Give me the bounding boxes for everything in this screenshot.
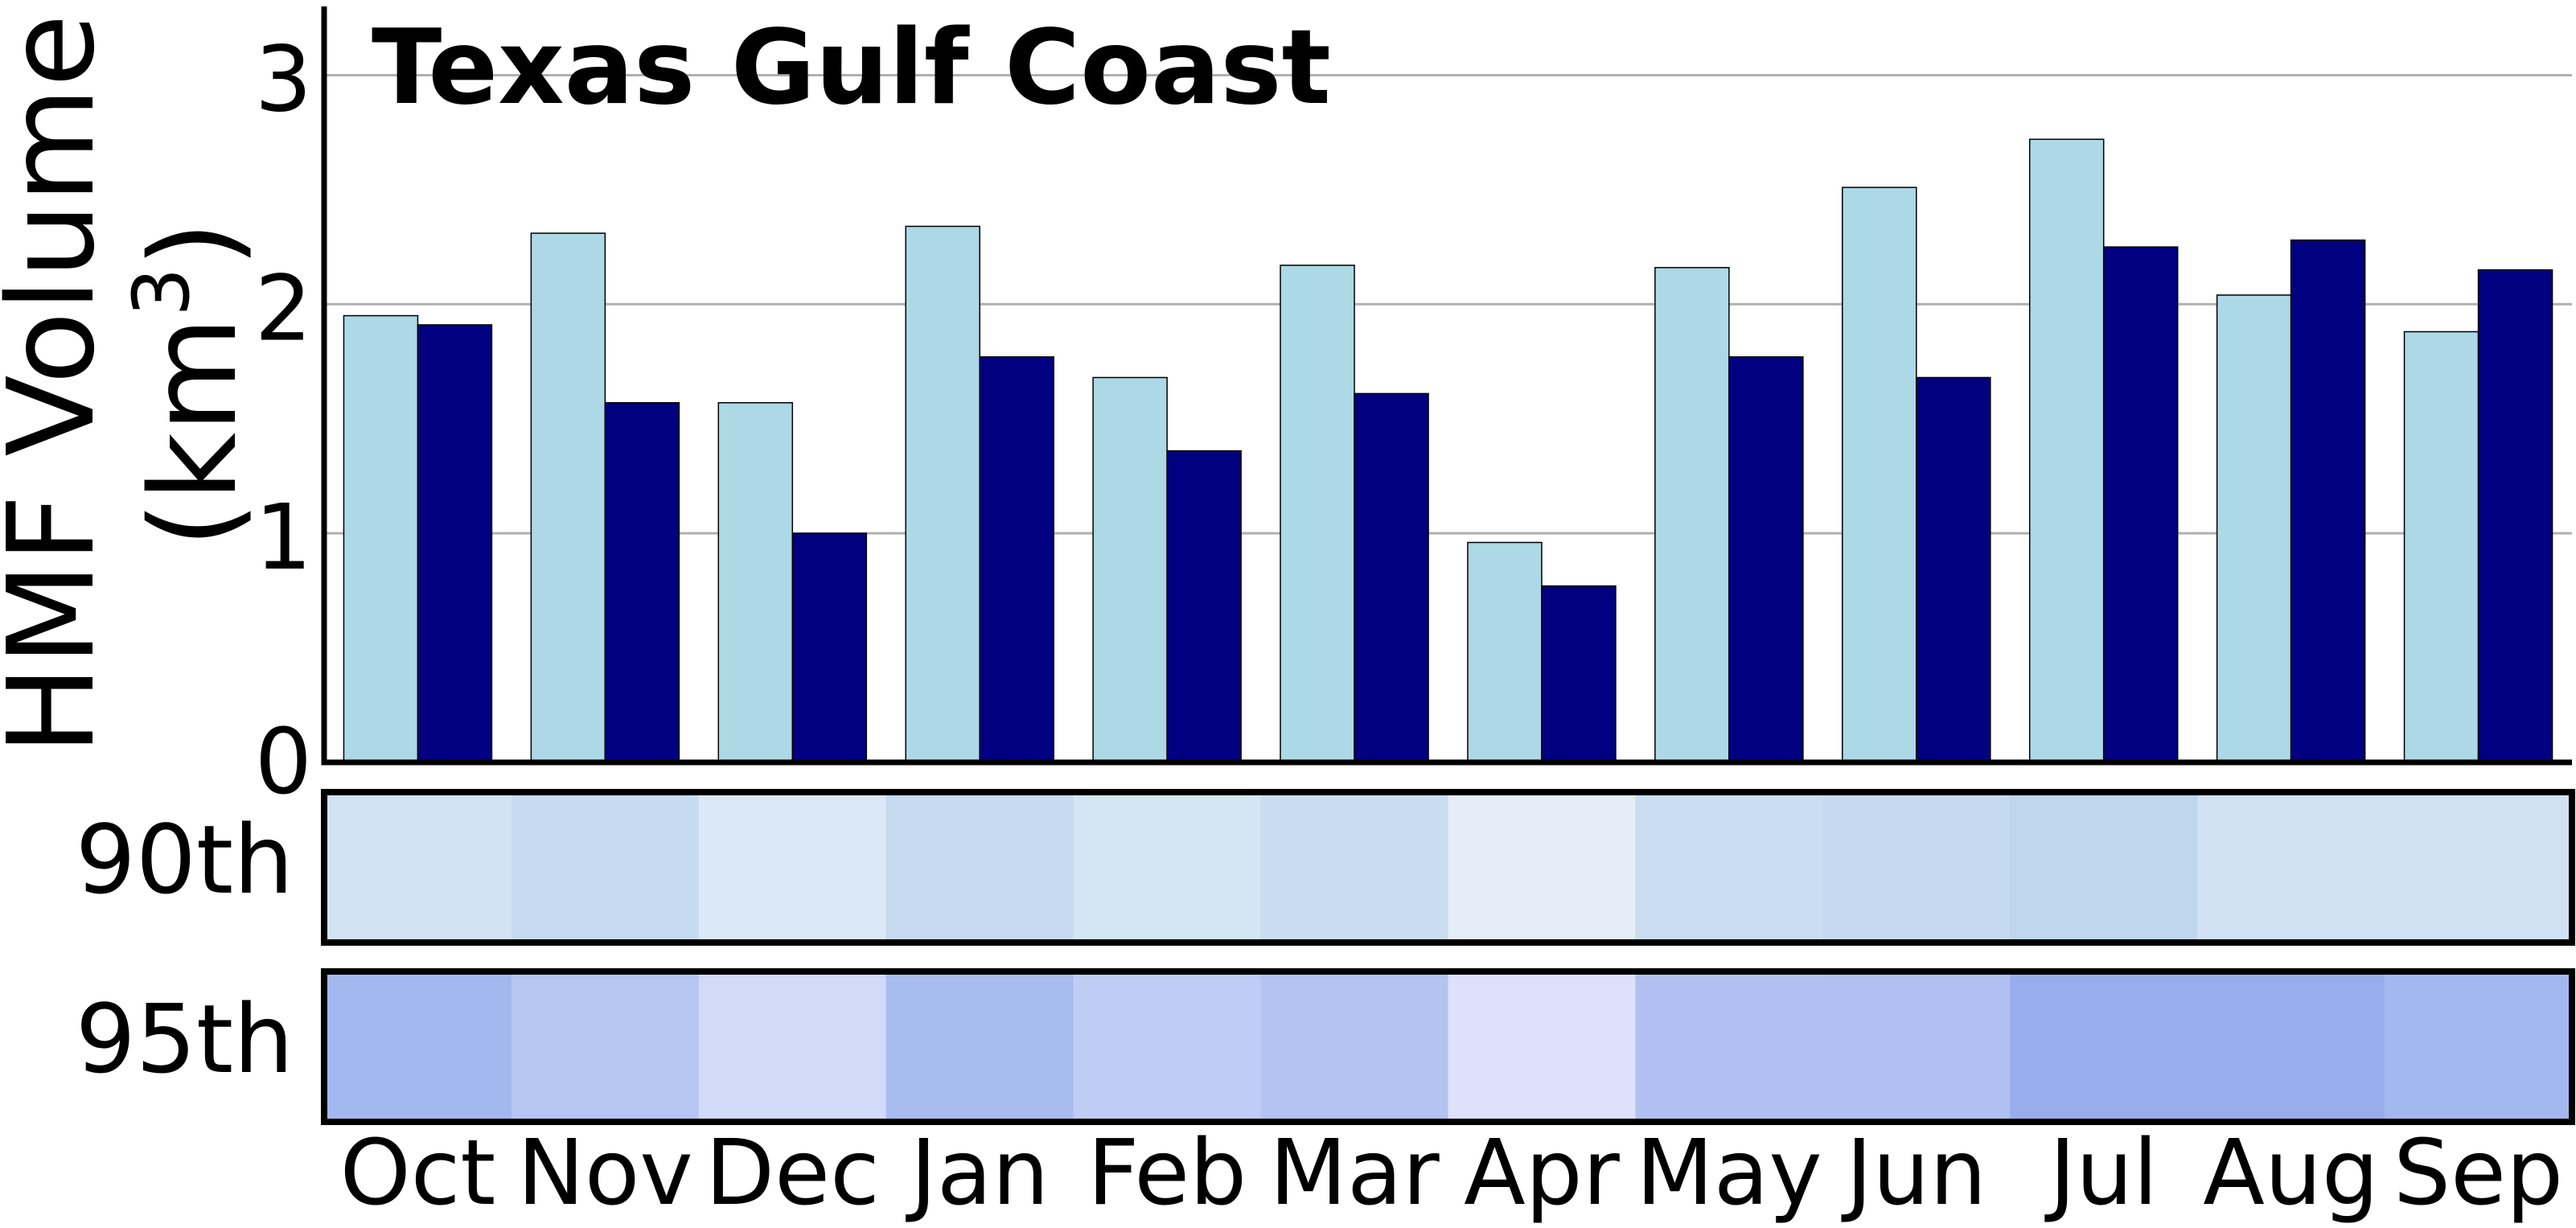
bar-mar-series-2 [1354,392,1429,763]
y-axis-label-unit: (km [125,317,263,548]
heatmap-cell-90th-feb [1073,792,1262,943]
x-ticks: Oct Nov Dec Jan Feb Mar Apr May Jun Jul Aug Sep [340,1121,2563,1226]
heatmap-cell-95th-feb [1073,971,1262,1122]
heatmap-cell-95th-oct [324,971,512,1122]
y-axis-label-line1: HMF Volume [0,14,121,755]
bar-sep-series-1 [2403,331,2479,763]
bar-sep-series-2 [2477,269,2553,763]
bars [343,138,2553,763]
x-tick-label-jun: Jun [1841,1121,1986,1224]
x-tick-label-may: May [1636,1121,1822,1224]
y-tick-label-1: 1 [255,486,312,590]
x-tick-label-jan: Jan [906,1121,1050,1224]
y-axis-label-close: ) [125,221,263,268]
y-tick-label-0: 0 [255,710,312,815]
x-tick-label-dec: Dec [705,1121,880,1224]
bar-feb-series-1 [1092,376,1168,763]
heatmap-cell-90th-jul [2010,792,2198,943]
x-tick-label-mar: Mar [1269,1121,1440,1224]
heatmap-cell-90th-dec [698,792,887,943]
x-tick-label-nov: Nov [517,1121,693,1224]
y-axis-label-line2: (km3) [117,221,263,548]
heatmap: 90th 95th [76,789,2575,1125]
heatmap-cell-95th-sep [2385,971,2573,1122]
bar-jul-series-2 [2102,246,2179,763]
heatmap-cell-95th-may [1635,971,1823,1122]
bar-apr-series-1 [1467,541,1543,763]
heatmap-cell-95th-nov [511,971,700,1122]
y-tick-label-3: 3 [255,27,312,132]
heatmap-cell-90th-apr [1448,792,1636,943]
heatmap-cell-90th-oct [324,792,512,943]
bar-aug-series-1 [2216,294,2292,763]
heatmap-cell-95th-apr [1448,971,1636,1122]
heatmap-cell-90th-may [1635,792,1823,943]
bar-dec-series-2 [791,532,868,763]
heatmap-cell-95th-aug [2197,971,2385,1122]
bar-feb-series-2 [1166,450,1242,763]
heatmap-cell-95th-jan [885,971,1074,1122]
y-ticks: 0 1 2 3 [255,27,312,815]
x-tick-label-aug: Aug [2203,1121,2379,1224]
bar-dec-series-1 [717,402,794,763]
bar-jun-series-1 [1842,187,1917,763]
y-tick-label-2: 2 [255,257,312,361]
x-tick-label-apr: Apr [1464,1121,1621,1224]
bar-aug-series-2 [2290,239,2366,763]
bar-jul-series-1 [2028,138,2105,763]
bar-mar-series-1 [1280,265,1355,763]
heatmap-row-label-90th: 90th [76,804,294,915]
bar-nov-series-2 [604,402,680,763]
heatmap-cell-90th-jan [885,792,1074,943]
heatmap-row-label-95th: 95th [76,984,294,1095]
bar-jan-series-2 [979,356,1054,763]
chart-title: Texas Gulf Coast [372,8,1331,128]
heatmap-frame-90th [321,789,2575,946]
heatmap-cell-90th-jun [1822,792,2011,943]
axes [321,6,2572,766]
bar-jun-series-2 [1916,376,1991,763]
bar-may-series-1 [1654,266,1730,763]
heatmap-cell-90th-aug [2197,792,2385,943]
heatmap-cell-95th-dec [698,971,887,1122]
gridlines [324,73,2572,535]
bar-apr-series-2 [1541,585,1617,763]
x-tick-label-sep: Sep [2393,1121,2563,1224]
bar-may-series-2 [1728,356,1804,763]
y-axis-label-superscript: 3 [117,268,207,317]
heatmap-cell-90th-nov [511,792,700,943]
x-tick-label-feb: Feb [1087,1121,1247,1224]
bar-nov-series-1 [530,232,606,763]
bar-oct-series-2 [417,324,493,763]
bar-jan-series-1 [905,225,980,763]
heatmap-cell-95th-jul [2010,971,2198,1122]
x-tick-label-oct: Oct [340,1121,496,1224]
heatmap-cell-90th-mar [1260,792,1448,943]
x-tick-label-jul: Jul [2044,1121,2158,1224]
bar-oct-series-1 [343,314,419,763]
heatmap-cell-95th-jun [1822,971,2011,1122]
heatmap-frame-95th [321,968,2575,1125]
heatmap-cell-95th-mar [1260,971,1448,1122]
heatmap-cell-90th-sep [2385,792,2573,943]
